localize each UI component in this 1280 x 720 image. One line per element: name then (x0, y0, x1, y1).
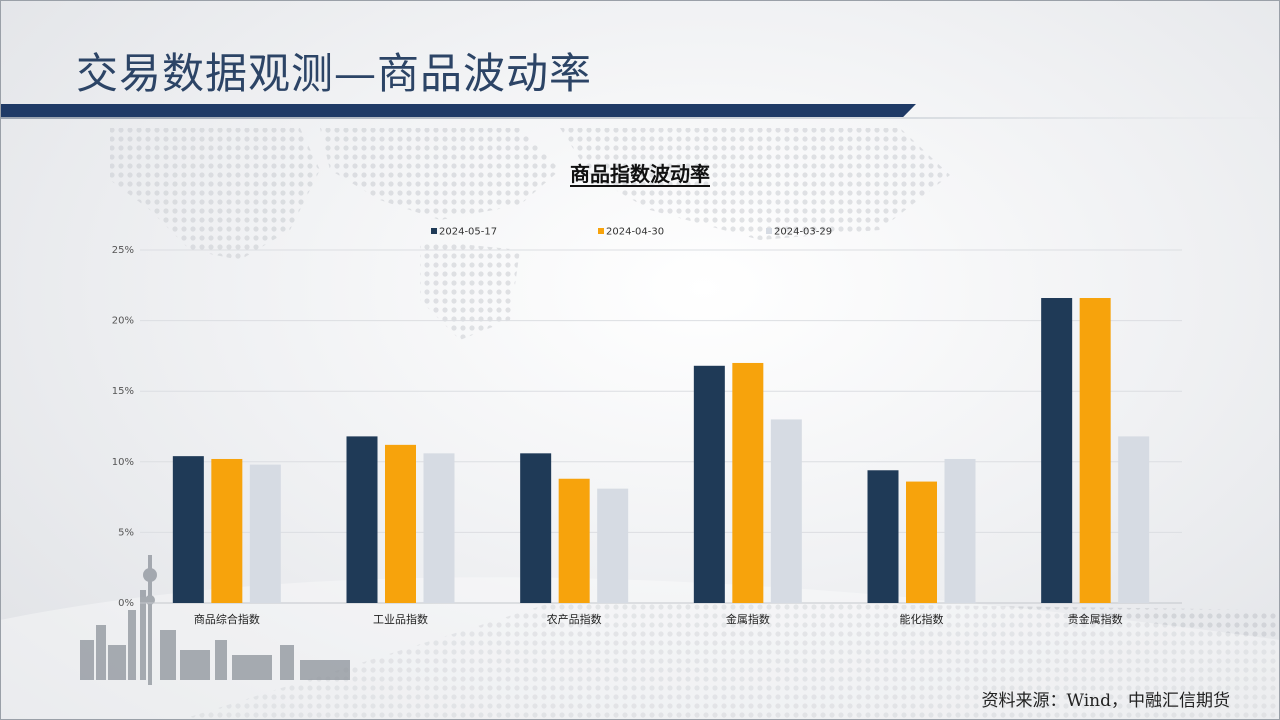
legend-swatch (598, 228, 604, 234)
chart-title-text: 商品指数波动率 (570, 162, 710, 186)
data-source: 资料来源：Wind，中融汇信期货 (981, 691, 1230, 711)
bar (906, 481, 937, 603)
bar (211, 458, 243, 603)
legend-label: 2024-04-30 (606, 227, 664, 238)
x-category-label: 农产品指数 (547, 612, 602, 626)
x-category-label: 商品综合指数 (194, 612, 260, 626)
legend-swatch (766, 228, 772, 234)
bar (770, 419, 802, 603)
y-tick-label: 20% (112, 316, 134, 327)
legend-label: 2024-05-17 (439, 227, 497, 238)
y-tick-label: 0% (118, 598, 134, 609)
bar (597, 488, 629, 603)
x-category-label: 能化指数 (900, 612, 944, 626)
bar (520, 453, 552, 603)
x-category-label: 工业品指数 (373, 612, 428, 626)
legend-swatch (431, 228, 437, 234)
bar (1041, 298, 1073, 603)
legend-label: 2024-03-29 (774, 227, 832, 238)
bar (423, 453, 455, 603)
bar (944, 458, 976, 603)
header-divider (0, 117, 1280, 119)
bar (385, 444, 416, 603)
y-tick-label: 15% (112, 386, 134, 397)
bar (346, 436, 378, 603)
bar (867, 470, 899, 603)
bar (249, 464, 281, 603)
header-bar (0, 104, 916, 117)
bar (1118, 436, 1150, 603)
y-tick-label: 10% (112, 457, 134, 468)
x-category-label: 金属指数 (726, 612, 770, 626)
road-dots (180, 600, 1280, 720)
world-map-dots (110, 128, 950, 340)
chart-title: 商品指数波动率 (0, 158, 1280, 187)
bar (693, 365, 725, 603)
y-tick-label: 5% (118, 527, 134, 538)
bar (732, 362, 764, 603)
y-tick-label: 25% (112, 245, 134, 256)
bar (1079, 298, 1111, 603)
x-category-label: 贵金属指数 (1068, 612, 1123, 626)
city-skyline (80, 555, 350, 685)
bar (558, 478, 590, 603)
bar (172, 456, 204, 603)
slide-title: 交易数据观测—商品波动率 (76, 49, 593, 98)
